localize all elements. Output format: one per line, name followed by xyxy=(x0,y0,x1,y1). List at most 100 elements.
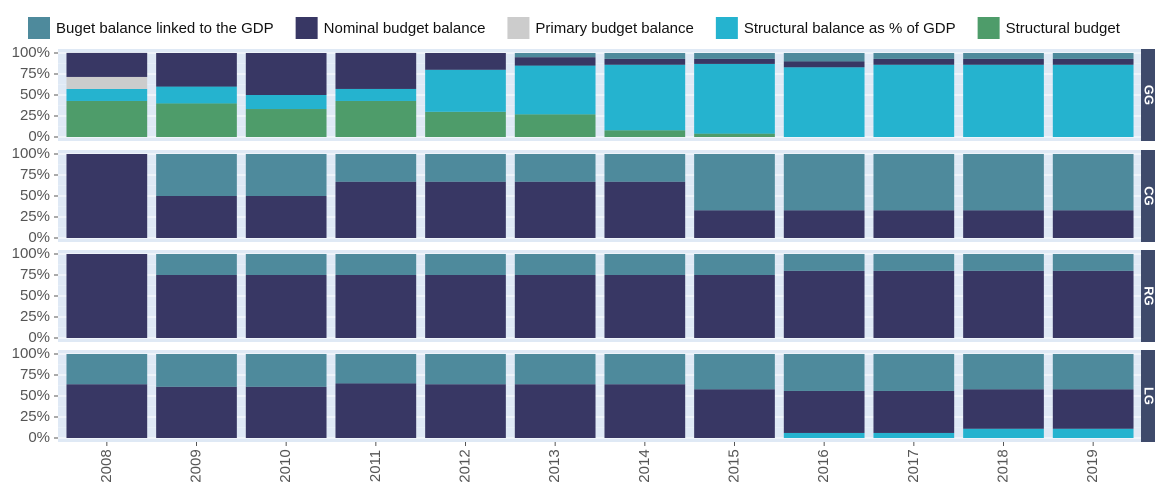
bar-segment xyxy=(1052,354,1134,390)
bar-segment xyxy=(873,254,955,271)
bar-segment xyxy=(335,88,417,101)
y-tick-label: 75% xyxy=(20,65,50,82)
y-tick-label: 100% xyxy=(12,245,50,262)
x-tick-label: 2012 xyxy=(456,449,473,482)
bar-segment xyxy=(694,354,775,390)
facet-label: CG xyxy=(1142,186,1155,206)
bar-segment xyxy=(335,254,417,275)
bar-segment xyxy=(245,354,327,387)
bar-segment xyxy=(514,354,596,385)
bar-segment xyxy=(694,389,775,438)
x-tick-label: 2015 xyxy=(725,449,742,482)
bar-segment xyxy=(425,254,506,275)
bar-segment xyxy=(335,100,417,137)
y-tick-label: 25% xyxy=(20,408,50,425)
bar-segment xyxy=(156,86,237,104)
bar-segment xyxy=(963,270,1044,338)
bar-segment xyxy=(694,154,775,211)
bar-segment xyxy=(783,210,865,238)
bar-segment xyxy=(1052,210,1134,238)
y-tick-label: 50% xyxy=(20,86,50,103)
y-tick-label: 50% xyxy=(20,287,50,304)
bar-segment xyxy=(873,210,955,238)
bar-segment xyxy=(963,64,1044,137)
bar-segment xyxy=(1052,154,1134,211)
y-tick-label: 75% xyxy=(20,166,50,183)
facet-label: GG xyxy=(1142,85,1155,105)
bar-segment xyxy=(425,275,506,338)
legend-swatch xyxy=(715,17,738,39)
bar-segment xyxy=(783,67,865,137)
bar-segment xyxy=(873,154,955,211)
legend-label: Buget balance linked to the GDP xyxy=(56,20,274,37)
bar-segment xyxy=(66,76,148,89)
bar-segment xyxy=(156,354,237,387)
legend-swatch xyxy=(295,17,318,39)
bar-segment xyxy=(694,254,775,275)
bar-segment xyxy=(156,275,237,338)
x-tick-label: 2013 xyxy=(546,449,563,482)
bar-segment xyxy=(245,95,327,110)
bar-segment xyxy=(66,254,148,338)
bar-segment xyxy=(425,384,506,438)
y-tick-label: 50% xyxy=(20,187,50,204)
bar-segment xyxy=(1052,389,1134,429)
legend-swatch xyxy=(28,17,50,39)
bar-segment xyxy=(873,354,955,391)
bar-segment xyxy=(156,196,237,238)
bar-segment xyxy=(335,52,417,89)
y-tick-label: 25% xyxy=(20,208,50,225)
y-tick-label: 25% xyxy=(20,107,50,124)
bar-segment xyxy=(245,254,327,275)
bar-segment xyxy=(335,154,417,182)
bar-segment xyxy=(1052,64,1134,137)
x-tick-label: 2014 xyxy=(636,449,653,482)
y-tick-label: 100% xyxy=(12,345,50,362)
y-tick-label: 50% xyxy=(20,387,50,404)
bar-segment xyxy=(425,354,506,385)
x-tick-label: 2008 xyxy=(98,449,115,482)
bar-segment xyxy=(604,275,686,338)
bar-segment xyxy=(335,275,417,338)
y-tick-label: 100% xyxy=(12,145,50,162)
y-tick-label: 75% xyxy=(20,266,50,283)
bar-segment xyxy=(963,389,1044,429)
bar-segment xyxy=(1052,58,1134,65)
bar-segment xyxy=(963,58,1044,65)
bar-segment xyxy=(514,65,596,115)
bar-segment xyxy=(694,133,775,137)
bar-segment xyxy=(783,390,865,433)
bar-segment xyxy=(783,254,865,271)
bar-segment xyxy=(604,181,686,238)
x-tick-label: 2009 xyxy=(187,449,204,482)
bar-segment xyxy=(1052,254,1134,271)
legend-swatch xyxy=(977,17,1000,39)
bar-segment xyxy=(245,386,327,438)
y-tick-label: 0% xyxy=(28,429,50,446)
bar-segment xyxy=(873,390,955,433)
facet-label: LG xyxy=(1142,387,1155,405)
bar-segment xyxy=(783,53,865,62)
x-tick-label: 2018 xyxy=(994,449,1011,482)
bar-segment xyxy=(873,53,955,59)
legend-label: Structural balance as % of GDP xyxy=(744,20,956,37)
legend-swatch xyxy=(507,17,530,39)
bar-segment xyxy=(873,64,955,137)
bar-segment xyxy=(514,154,596,182)
bar-segment xyxy=(245,109,327,137)
bar-segment xyxy=(514,181,596,238)
bar-segment xyxy=(66,88,148,101)
x-tick-label: 2016 xyxy=(815,449,832,482)
bar-segment xyxy=(156,103,237,137)
bar-segment xyxy=(604,58,686,65)
bar-segment xyxy=(963,254,1044,271)
bar-segment xyxy=(604,53,686,59)
bar-segment xyxy=(604,254,686,275)
bar-segment xyxy=(873,432,955,438)
bar-segment xyxy=(425,69,506,112)
bar-segment xyxy=(425,154,506,182)
bar-segment xyxy=(514,254,596,275)
bar-segment xyxy=(1052,270,1134,338)
bar-segment xyxy=(335,181,417,238)
